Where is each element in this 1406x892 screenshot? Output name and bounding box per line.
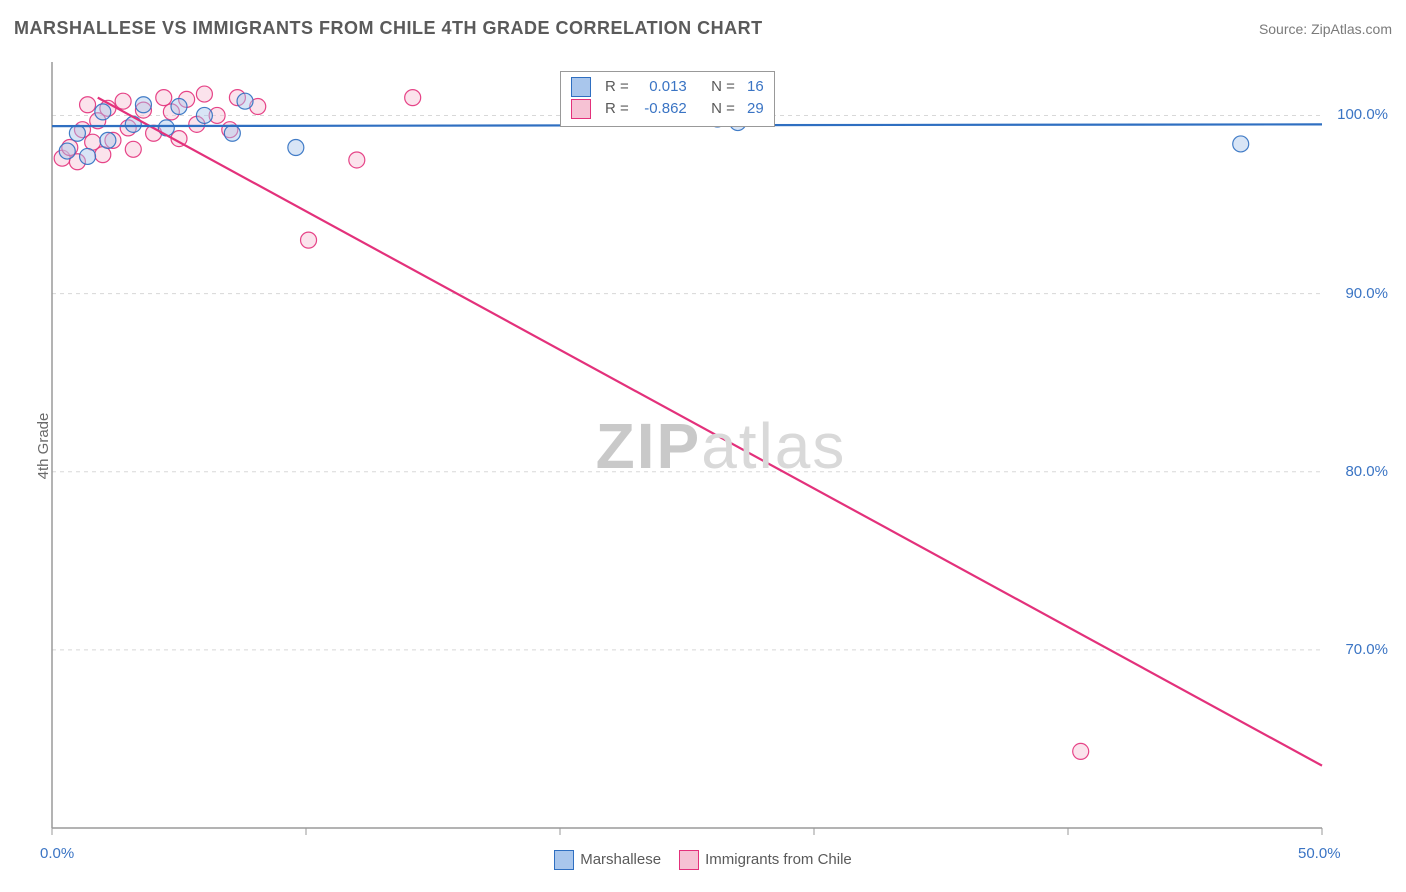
plot-area: ZIPatlas 70.0%80.0%90.0%100.0% R =0.013 … xyxy=(50,56,1392,836)
chart-title: MARSHALLESE VS IMMIGRANTS FROM CHILE 4TH… xyxy=(14,18,763,39)
chart-header: MARSHALLESE VS IMMIGRANTS FROM CHILE 4TH… xyxy=(14,18,1392,39)
stats-swatch-pink xyxy=(571,99,591,119)
legend-item-marshallese: Marshallese xyxy=(554,850,661,870)
y-tick-label: 70.0% xyxy=(1345,641,1388,658)
legend-label-chile: Immigrants from Chile xyxy=(705,851,852,868)
legend-label-marshallese: Marshallese xyxy=(580,851,661,868)
stats-swatch-blue xyxy=(571,77,591,97)
y-tick-label: 100.0% xyxy=(1337,106,1388,123)
legend-bottom: Marshallese Immigrants from Chile xyxy=(0,850,1406,870)
correlation-stats-box: R =0.013 N = 16R =-0.862 N = 29 xyxy=(560,71,775,127)
stats-row: R =-0.862 N = 29 xyxy=(571,98,764,120)
legend-swatch-blue xyxy=(554,850,574,870)
y-tick-label: 80.0% xyxy=(1345,463,1388,480)
legend-item-chile: Immigrants from Chile xyxy=(679,850,852,870)
scatter-chart-svg xyxy=(50,56,1392,836)
stats-row: R =0.013 N = 16 xyxy=(571,76,764,98)
source-attribution: Source: ZipAtlas.com xyxy=(1259,21,1392,37)
y-tick-label: 90.0% xyxy=(1345,285,1388,302)
legend-swatch-pink xyxy=(679,850,699,870)
